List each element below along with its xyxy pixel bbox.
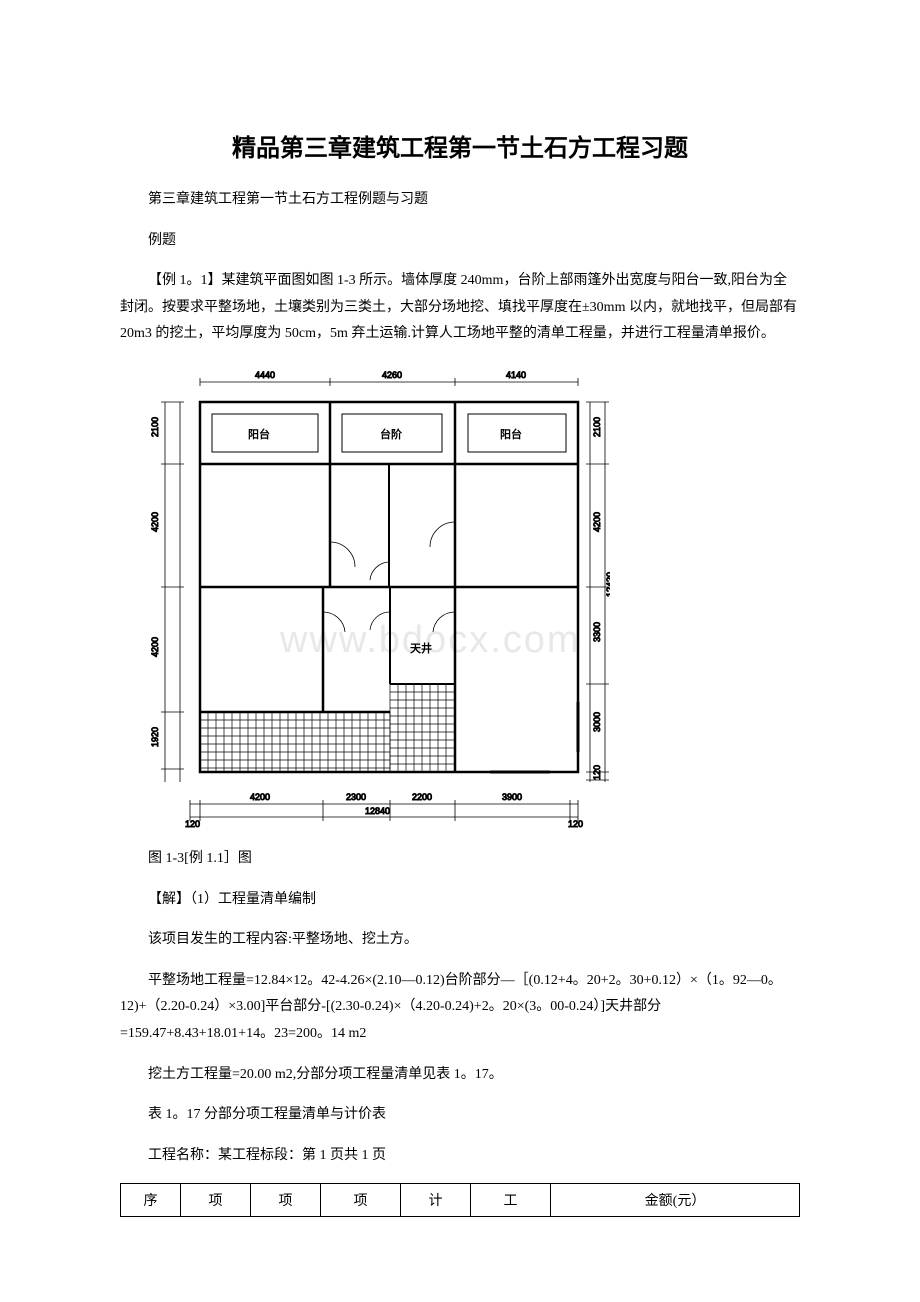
table-header-cell: 工 <box>471 1184 551 1217</box>
svg-text:120: 120 <box>592 765 602 780</box>
svg-text:4200: 4200 <box>150 637 160 657</box>
room-label-steps: 台阶 <box>380 427 403 441</box>
solution-paragraph-1: 该项目发生的工程内容:平整场地、挖土方。 <box>120 927 800 954</box>
table-header-cell: 序 <box>121 1184 181 1217</box>
table-header-row: 序 项 项 项 计 工 金额(元） <box>121 1184 800 1217</box>
svg-text:1920: 1920 <box>150 727 160 747</box>
svg-text:120: 120 <box>568 819 583 829</box>
example-intro: 【例 1。1】某建筑平面图如图 1-3 所示。墙体厚度 240mm，台阶上部雨篷… <box>120 268 800 348</box>
svg-text:12420: 12420 <box>605 572 610 597</box>
svg-text:120: 120 <box>185 819 200 829</box>
svg-text:4200: 4200 <box>592 512 602 532</box>
table-header-cell: 项 <box>181 1184 251 1217</box>
project-name-line: 工程名称：某工程标段：第 1 页共 1 页 <box>120 1143 800 1170</box>
solution-header: 【解】（1）工程量清单编制 <box>120 887 800 914</box>
section-label: 例题 <box>120 228 800 255</box>
svg-text:4140: 4140 <box>506 370 526 380</box>
svg-text:4260: 4260 <box>382 370 402 380</box>
svg-text:2100: 2100 <box>150 417 160 437</box>
room-label-balcony-right: 阳台 <box>500 427 522 441</box>
svg-text:4200: 4200 <box>150 512 160 532</box>
page-title: 精品第三章建筑工程第一节土石方工程习题 <box>120 128 800 163</box>
svg-text:3300: 3300 <box>592 622 602 642</box>
solution-paragraph-2: 平整场地工程量=12.84×12。42-4.26×(2.10—0.12)台阶部分… <box>120 968 800 1048</box>
figure-container: www.bdocx.com 4440 4260 4140 2100 4200 4… <box>120 362 800 832</box>
figure-caption: 图 1-3[例 1.1］图 <box>120 846 800 873</box>
svg-text:12840: 12840 <box>365 806 390 816</box>
table-header-cell: 计 <box>401 1184 471 1217</box>
svg-text:2100: 2100 <box>592 417 602 437</box>
quantity-table: 序 项 项 项 计 工 金额(元） <box>120 1183 800 1217</box>
subtitle-text: 第三章建筑工程第一节土石方工程例题与习题 <box>120 187 800 214</box>
room-label-balcony-left: 阳台 <box>248 427 270 441</box>
svg-text:2300: 2300 <box>346 792 366 802</box>
svg-text:3000: 3000 <box>592 712 602 732</box>
table-header-cell: 项 <box>321 1184 401 1217</box>
svg-text:4200: 4200 <box>250 792 270 802</box>
floorplan-svg: www.bdocx.com 4440 4260 4140 2100 4200 4… <box>130 362 610 832</box>
svg-text:3900: 3900 <box>502 792 522 802</box>
svg-text:2200: 2200 <box>412 792 432 802</box>
table-header-cell: 项 <box>251 1184 321 1217</box>
room-label-courtyard: 天井 <box>410 641 432 655</box>
table-header-cell: 金额(元） <box>551 1184 800 1217</box>
table-caption: 表 1。17 分部分项工程量清单与计价表 <box>120 1102 800 1129</box>
solution-paragraph-3: 挖土方工程量=20.00 m2,分部分项工程量清单见表 1。17。 <box>120 1062 800 1089</box>
svg-text:4440: 4440 <box>255 370 275 380</box>
